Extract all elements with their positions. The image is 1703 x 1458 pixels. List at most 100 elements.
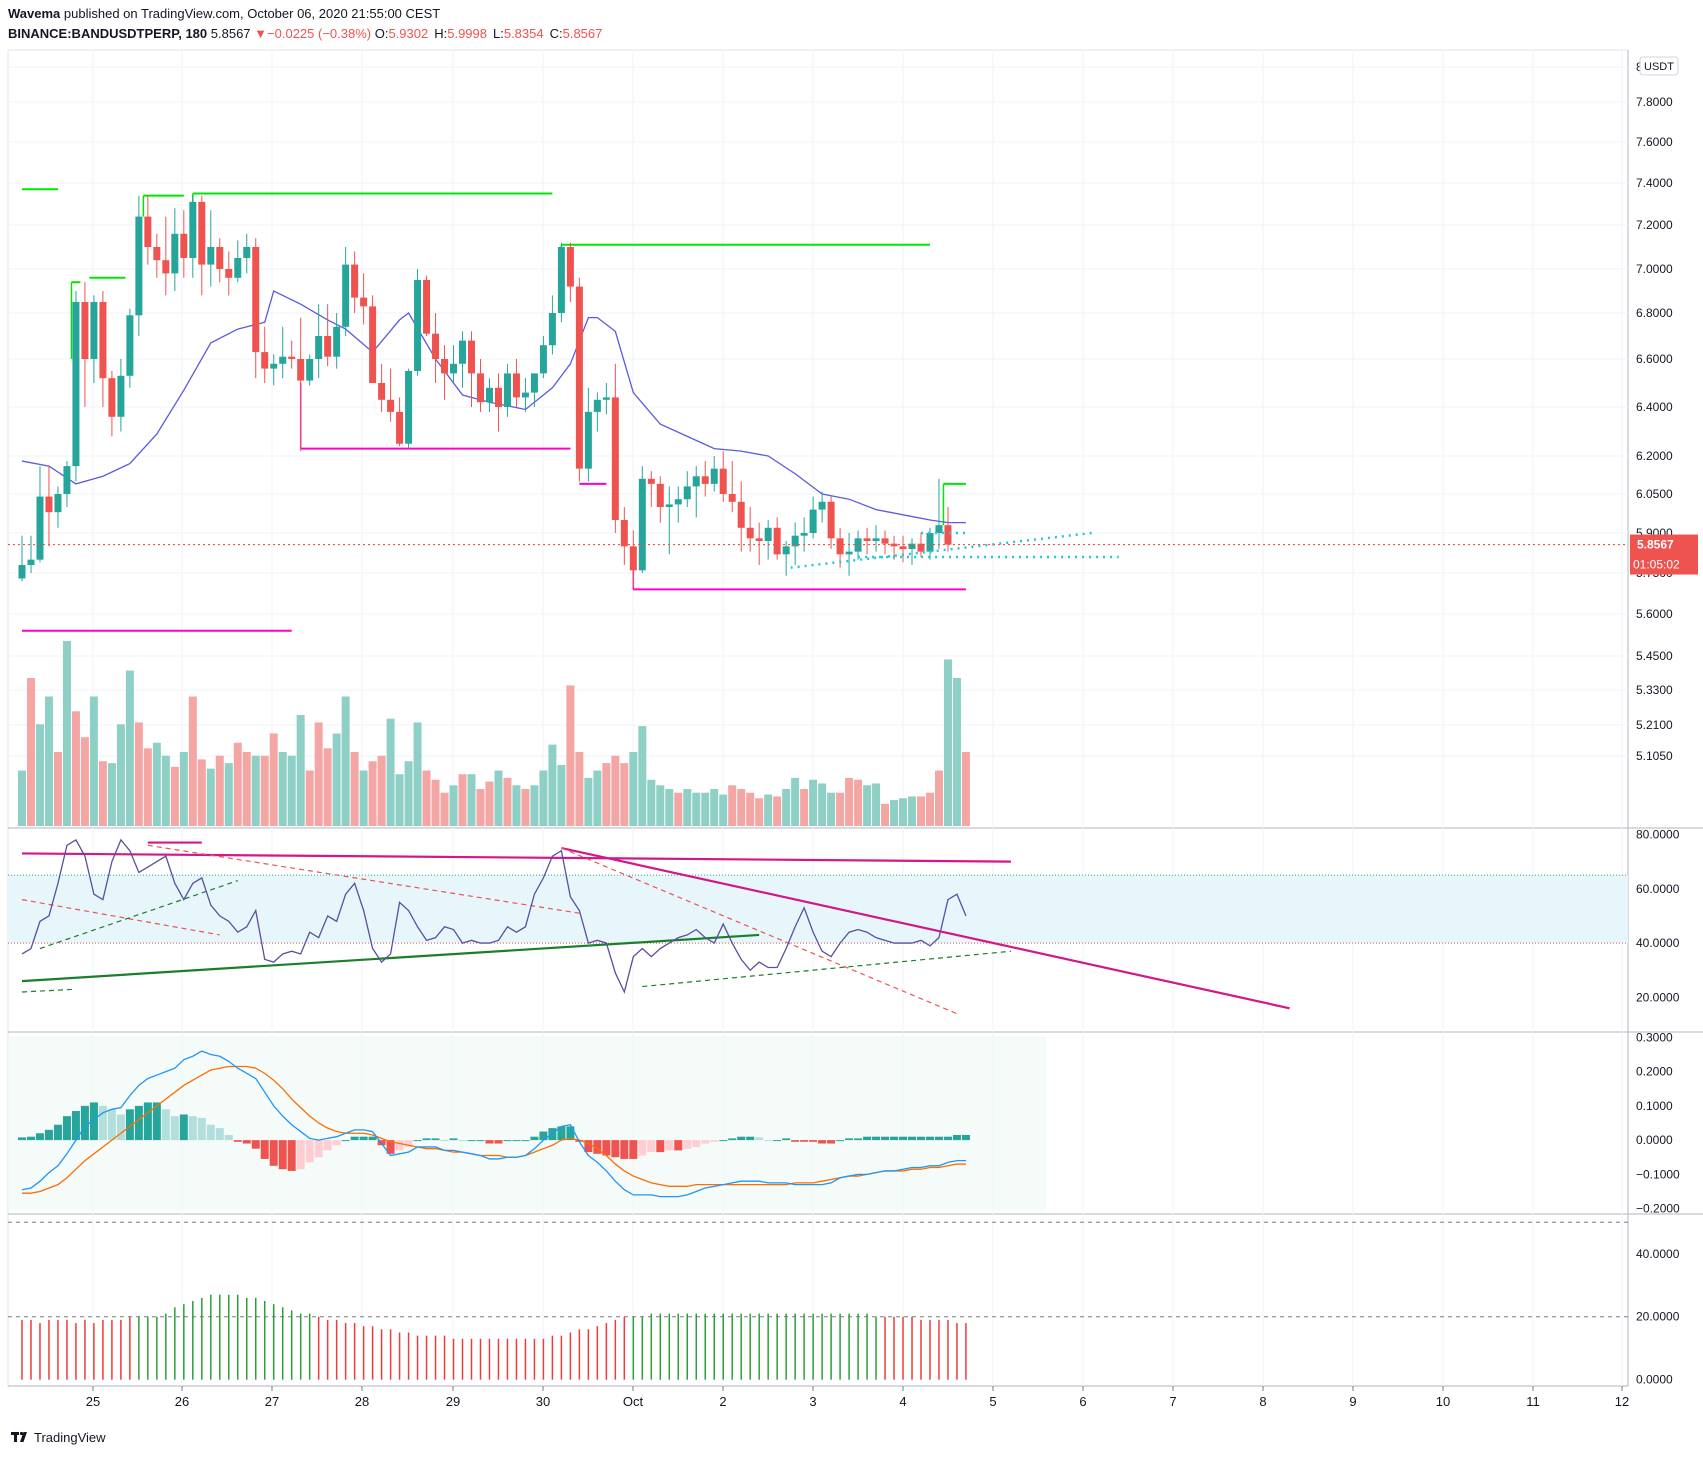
symbol-label[interactable]: BINANCE:BANDUSDTPERP, 180 xyxy=(8,26,208,41)
macd-histogram-bar xyxy=(422,1138,431,1141)
candle xyxy=(863,527,871,555)
candle-body xyxy=(791,535,799,547)
volume-bar xyxy=(242,752,251,826)
volume-bar xyxy=(503,777,512,826)
candle-body xyxy=(135,216,143,316)
candle-body xyxy=(414,280,422,371)
projection-dotted-line xyxy=(790,531,1092,569)
volume-bar xyxy=(782,789,791,826)
x-axis-label: 3 xyxy=(809,1394,816,1409)
price-tick-label: 7.0000 xyxy=(1636,262,1673,276)
volume-bar xyxy=(566,685,575,826)
close-value: 5.8567 xyxy=(562,26,603,41)
footer-brand[interactable]: TradingView xyxy=(34,1429,106,1445)
candle xyxy=(126,308,134,388)
candle xyxy=(18,535,26,582)
macd-histogram-bar xyxy=(314,1140,323,1158)
candle xyxy=(99,291,107,407)
macd-histogram-bar xyxy=(701,1140,710,1144)
volume-bar xyxy=(314,722,323,826)
candle xyxy=(450,345,458,383)
macd-histogram-bar xyxy=(665,1140,674,1151)
candle-body xyxy=(324,336,332,357)
candle-body xyxy=(198,201,206,265)
macd-histogram-bar xyxy=(134,1105,143,1141)
volume-series xyxy=(18,641,970,826)
rsi-tick-label: 60.0000 xyxy=(1636,882,1680,896)
candle-body xyxy=(584,411,592,469)
candle-body xyxy=(153,247,161,261)
x-axis-label: 12 xyxy=(1615,1394,1629,1409)
candle xyxy=(441,345,449,400)
rsi-trendline-green xyxy=(39,880,238,950)
candle xyxy=(494,373,502,432)
volume-bar xyxy=(89,696,98,826)
candle-body xyxy=(207,247,215,265)
candle-body xyxy=(593,399,601,412)
macd-histogram-bar xyxy=(89,1102,98,1141)
volume-bar xyxy=(386,718,395,826)
candle-body xyxy=(728,494,736,502)
candle-body xyxy=(468,340,475,374)
macd-histogram-bar xyxy=(215,1128,224,1141)
candle-body xyxy=(306,359,314,381)
macd-histogram-bar xyxy=(476,1140,485,1142)
macd-histogram-bar xyxy=(683,1140,692,1149)
candle xyxy=(306,354,314,386)
volume-bar xyxy=(692,792,701,826)
volume-bar xyxy=(413,722,422,826)
candle xyxy=(917,533,925,557)
volume-bar xyxy=(611,755,620,826)
volume-bar xyxy=(548,744,557,826)
author-name[interactable]: Wavema xyxy=(8,6,61,21)
volume-bar xyxy=(359,770,368,826)
candle-body xyxy=(225,269,233,278)
rsi-trendline-green xyxy=(642,950,1011,988)
price-levels xyxy=(22,188,966,632)
candle xyxy=(405,368,413,449)
candle xyxy=(800,517,808,552)
volume-bar xyxy=(449,785,458,826)
macd-line xyxy=(21,1050,966,1198)
macd-histogram-bar xyxy=(899,1136,908,1141)
high-label: H: xyxy=(434,26,448,41)
candle-body xyxy=(665,504,673,507)
candle-series xyxy=(18,195,952,587)
candle-body xyxy=(81,302,89,359)
volume-bar xyxy=(827,792,836,826)
macd-histogram-bar xyxy=(890,1136,899,1141)
candle xyxy=(485,378,493,412)
candle-body xyxy=(333,326,341,357)
price-tick-label: 6.8000 xyxy=(1636,306,1673,320)
volume-bar xyxy=(125,670,134,826)
oscillator-tick-label: 20.0000 xyxy=(1636,1310,1680,1324)
candle-body xyxy=(369,306,377,383)
volume-bar xyxy=(728,785,737,826)
candle-body xyxy=(530,373,538,393)
x-axis-label: Oct xyxy=(623,1394,644,1409)
macd-histogram-bar xyxy=(404,1140,413,1147)
rsi-tick-label: 40.0000 xyxy=(1636,936,1680,950)
candle-body xyxy=(638,478,646,571)
candle xyxy=(575,277,583,482)
candle-body xyxy=(18,565,26,579)
candle xyxy=(692,466,700,518)
candle xyxy=(647,471,655,507)
low-value: 5.8354 xyxy=(503,26,544,41)
macd-histogram-bar xyxy=(917,1136,925,1141)
volume-bar xyxy=(764,794,773,826)
volume-bar xyxy=(458,774,467,826)
macd-histogram-bar xyxy=(934,1136,943,1141)
macd-histogram-bar xyxy=(925,1136,934,1141)
volume-bar xyxy=(269,733,278,826)
macd-histogram-bar xyxy=(260,1140,269,1159)
candle-body xyxy=(629,546,637,571)
macd-histogram-bar xyxy=(413,1140,422,1142)
candle-body xyxy=(387,399,395,412)
candle xyxy=(638,466,646,573)
volume-bar xyxy=(278,752,287,826)
macd-histogram-bar xyxy=(206,1124,215,1141)
macd-histogram-bar xyxy=(737,1136,746,1141)
volume-bar xyxy=(701,792,710,826)
